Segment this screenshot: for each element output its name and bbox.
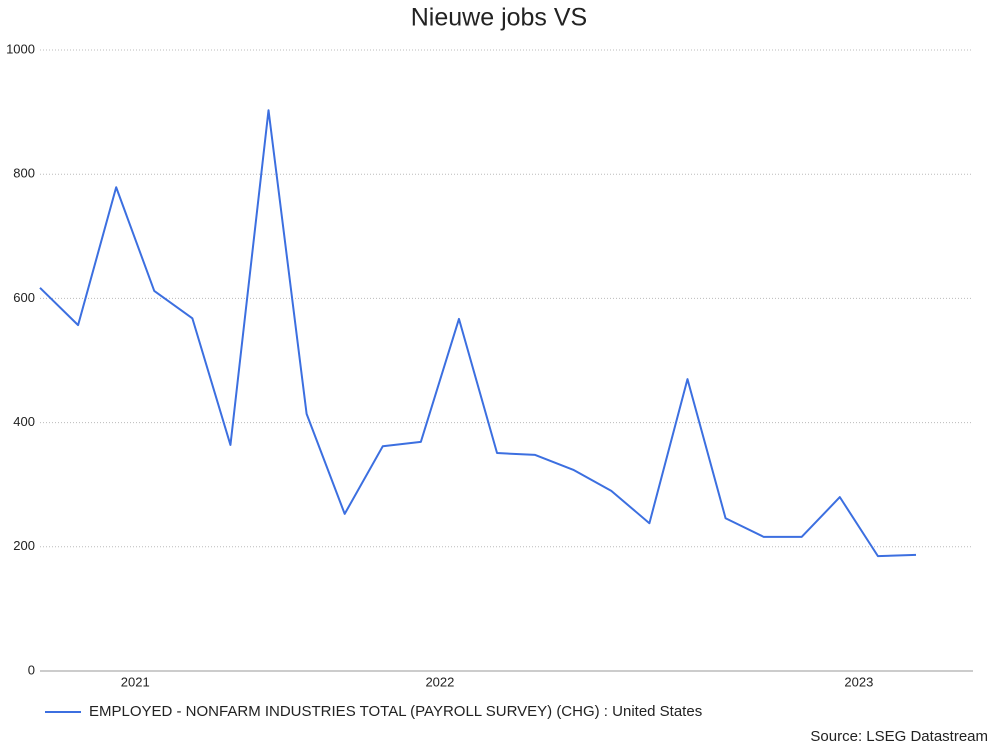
legend-label: EMPLOYED - NONFARM INDUSTRIES TOTAL (PAY… — [89, 703, 702, 720]
y-tick-label: 800 — [13, 166, 35, 181]
y-tick-label: 0 — [28, 662, 35, 677]
line — [39, 109, 917, 558]
y-tick-label: 400 — [13, 414, 35, 429]
x-tick-label: 2022 — [425, 674, 454, 689]
chart-title: Nieuwe jobs VS — [411, 4, 587, 32]
x-tick-label: 2021 — [121, 674, 150, 689]
y-tick-label: 600 — [13, 290, 35, 305]
y-tick-label: 200 — [13, 538, 35, 553]
y-tick-label: 1000 — [6, 41, 35, 56]
source: Source: LSEG Datastream — [810, 728, 988, 745]
x-tick-label: 2023 — [844, 674, 873, 689]
